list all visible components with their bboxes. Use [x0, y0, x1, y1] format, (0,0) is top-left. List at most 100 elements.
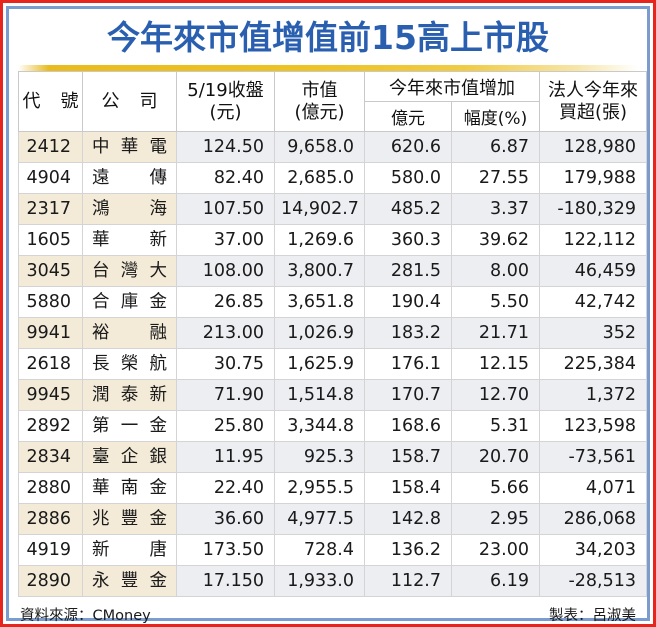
- cell-close-price: 124.50: [176, 131, 275, 163]
- cell-increase-amount: 485.2: [364, 193, 452, 225]
- table-body: 2412 中華電 124.50 9,658.0 620.6 6.87 128,980 4904…: [18, 131, 647, 597]
- column-header-institutional: 法人今年來 買超(張): [539, 71, 647, 132]
- cell-increase-pct: 12.70: [451, 379, 540, 411]
- column-header-close-price-unit: (元): [209, 101, 242, 123]
- cell-increase-amount: 176.1: [364, 348, 452, 380]
- cell-increase-amount: 580.0: [364, 162, 452, 194]
- cell-market-value: 4,977.5: [274, 503, 365, 535]
- column-header-close-price: 5/19收盤 (元): [176, 71, 275, 132]
- company-name-text: 第一金: [92, 416, 167, 436]
- company-name-text: 長榮航: [92, 354, 167, 374]
- cell-close-price: 17.150: [176, 565, 275, 597]
- cell-increase-pct: 5.31: [451, 410, 540, 442]
- cell-institutional-net-buy: 286,068: [539, 503, 647, 535]
- table-row: 2890 永豐金 17.150 1,933.0 112.7 6.19 -28,513: [18, 565, 647, 597]
- cell-increase-pct: 21.71: [451, 317, 540, 349]
- column-header-market-value-label: 市值: [301, 79, 338, 101]
- table-row: 1605 華新 37.00 1,269.6 360.3 39.62 122,112: [18, 224, 647, 256]
- company-name-text: 臺企銀: [92, 447, 167, 467]
- cell-stock-code: 2618: [18, 348, 83, 380]
- cell-close-price: 107.50: [176, 193, 275, 225]
- company-name-text: 新唐: [92, 540, 167, 560]
- cell-close-price: 25.80: [176, 410, 275, 442]
- cell-increase-pct: 3.37: [451, 193, 540, 225]
- cell-company-name: 台灣大: [82, 255, 177, 287]
- column-header-institutional-unit: 買超(張): [558, 101, 628, 123]
- table-header: 代 號 公 司 5/19收盤 (元) 市值 (億元) 今年來市值增加 法人今年來: [18, 71, 647, 132]
- cell-company-name: 遠傳: [82, 162, 177, 194]
- table-row: 4919 新唐 173.50 728.4 136.2 23.00 34,203: [18, 534, 647, 566]
- table-row: 2834 臺企銀 11.95 925.3 158.7 20.70 -73,561: [18, 441, 647, 473]
- cell-institutional-net-buy: 179,988: [539, 162, 647, 194]
- column-header-code: 代 號: [18, 71, 83, 132]
- table-header-row-2: 億元 幅度(%): [19, 101, 647, 132]
- cell-company-name: 新唐: [82, 534, 177, 566]
- cell-stock-code: 2412: [18, 131, 83, 163]
- table-row: 9941 裕融 213.00 1,026.9 183.2 21.71 352: [18, 317, 647, 349]
- company-name-text: 遠傳: [92, 168, 167, 188]
- cell-increase-amount: 158.4: [364, 472, 452, 504]
- table-row: 2892 第一金 25.80 3,344.8 168.6 5.31 123,598: [18, 410, 647, 442]
- cell-institutional-net-buy: 46,459: [539, 255, 647, 287]
- cell-increase-amount: 112.7: [364, 565, 452, 597]
- cell-stock-code: 2886: [18, 503, 83, 535]
- footer: 資料來源：CMoney 製表：呂淑美: [9, 597, 647, 624]
- column-header-company-label: 公 司: [101, 90, 158, 112]
- company-name-text: 永豐金: [92, 571, 167, 591]
- gold-accent-bar: [18, 65, 638, 71]
- cell-increase-amount: 281.5: [364, 255, 452, 287]
- cell-stock-code: 2892: [18, 410, 83, 442]
- cell-stock-code: 2880: [18, 472, 83, 504]
- column-header-market-value-unit: (億元): [294, 101, 345, 123]
- cell-institutional-net-buy: 42,742: [539, 286, 647, 318]
- cell-close-price: 108.00: [176, 255, 275, 287]
- column-header-institutional-label: 法人今年來: [548, 79, 638, 101]
- table-header-row-1: 代 號 公 司 5/19收盤 (元) 市值 (億元) 今年來市值增加 法人今年來: [18, 71, 647, 132]
- cell-stock-code: 3045: [18, 255, 83, 287]
- column-header-increase-pct: 幅度(%): [451, 101, 540, 132]
- cell-increase-pct: 23.00: [451, 534, 540, 566]
- cell-institutional-net-buy: -180,329: [539, 193, 647, 225]
- cell-market-value: 2,955.5: [274, 472, 365, 504]
- cell-institutional-net-buy: 123,598: [539, 410, 647, 442]
- cell-stock-code: 4919: [18, 534, 83, 566]
- cell-market-value: 3,800.7: [274, 255, 365, 287]
- cell-market-value: 728.4: [274, 534, 365, 566]
- cell-market-value: 1,933.0: [274, 565, 365, 597]
- cell-close-price: 37.00: [176, 224, 275, 256]
- cell-market-value: 925.3: [274, 441, 365, 473]
- cell-increase-amount: 158.7: [364, 441, 452, 473]
- table-row: 2412 中華電 124.50 9,658.0 620.6 6.87 128,980: [18, 131, 647, 163]
- cell-market-value: 3,344.8: [274, 410, 365, 442]
- company-name-text: 兆豐金: [92, 509, 167, 529]
- cell-institutional-net-buy: 34,203: [539, 534, 647, 566]
- cell-company-name: 合庫金: [82, 286, 177, 318]
- cell-stock-code: 1605: [18, 224, 83, 256]
- cell-market-value: 3,651.8: [274, 286, 365, 318]
- cell-stock-code: 9945: [18, 379, 83, 411]
- cell-increase-pct: 8.00: [451, 255, 540, 287]
- cell-increase-pct: 6.19: [451, 565, 540, 597]
- column-header-code-label: 代 號: [22, 90, 79, 112]
- cell-close-price: 173.50: [176, 534, 275, 566]
- cell-close-price: 26.85: [176, 286, 275, 318]
- cell-market-value: 1,514.8: [274, 379, 365, 411]
- table-row: 2886 兆豐金 36.60 4,977.5 142.8 2.95 286,068: [18, 503, 647, 535]
- cell-company-name: 兆豐金: [82, 503, 177, 535]
- cell-company-name: 潤泰新: [82, 379, 177, 411]
- cell-close-price: 82.40: [176, 162, 275, 194]
- cell-market-value: 14,902.7: [274, 193, 365, 225]
- cell-increase-amount: 168.6: [364, 410, 452, 442]
- cell-institutional-net-buy: 352: [539, 317, 647, 349]
- cell-stock-code: 2317: [18, 193, 83, 225]
- title-area: 今年來市值增值前15高上市股: [9, 9, 647, 65]
- cell-stock-code: 2890: [18, 565, 83, 597]
- company-name-text: 台灣大: [92, 261, 167, 281]
- cell-increase-amount: 136.2: [364, 534, 452, 566]
- table-row: 2880 華南金 22.40 2,955.5 158.4 5.66 4,071: [18, 472, 647, 504]
- cell-close-price: 22.40: [176, 472, 275, 504]
- cell-increase-pct: 12.15: [451, 348, 540, 380]
- cell-increase-pct: 39.62: [451, 224, 540, 256]
- table-wrapper: 代 號 公 司 5/19收盤 (元) 市值 (億元) 今年來市值增加 法人今年來: [9, 71, 647, 597]
- cell-increase-pct: 5.66: [451, 472, 540, 504]
